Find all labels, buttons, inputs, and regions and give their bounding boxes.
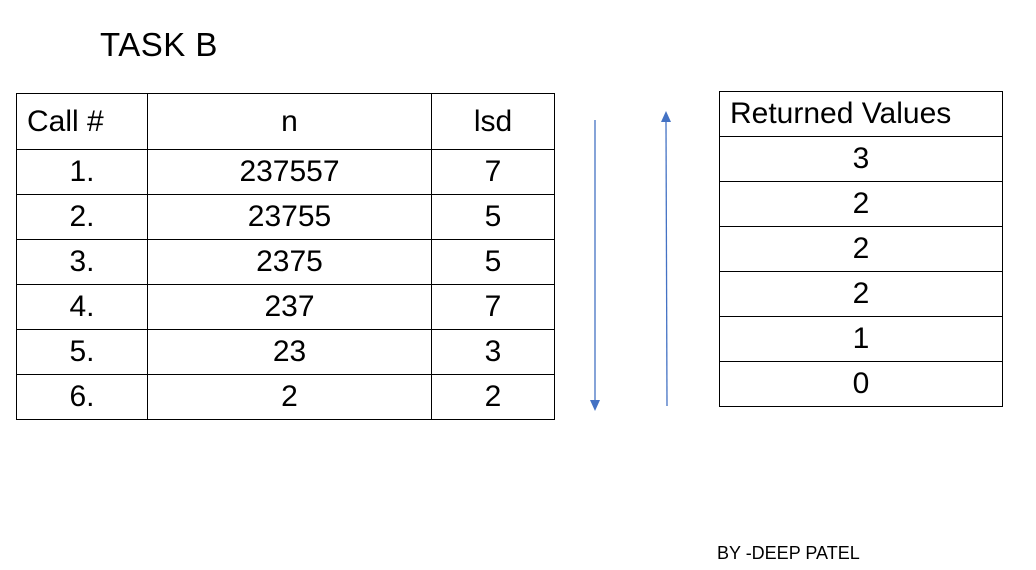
lsd-cell: 5	[431, 239, 555, 285]
recursion-calls-table: Call # n lsd 1. 237557 7 2. 23755 5 3. 2…	[16, 93, 555, 420]
n-cell: 237557	[147, 149, 432, 195]
n-cell: 2	[147, 374, 432, 420]
table-row: 3	[719, 136, 1003, 182]
returned-value-cell: 2	[719, 226, 1003, 272]
call-number-cell: 2.	[16, 194, 148, 240]
call-number-cell: 6.	[16, 374, 148, 420]
header-n: n	[147, 93, 432, 150]
table-row: 5. 23 3	[16, 329, 555, 375]
call-number-cell: 1.	[16, 149, 148, 195]
table-row: 1	[719, 316, 1003, 362]
call-number-cell: 4.	[16, 284, 148, 330]
lsd-cell: 3	[431, 329, 555, 375]
n-cell: 23	[147, 329, 432, 375]
author-credit: BY -DEEP PATEL	[717, 543, 860, 563]
n-cell: 23755	[147, 194, 432, 240]
returned-header-row: Returned Values	[719, 91, 1003, 137]
header-returned-values: Returned Values	[719, 91, 1003, 137]
up-arrow-icon	[661, 111, 671, 407]
table-row: 3. 2375 5	[16, 239, 555, 285]
returned-value-cell: 2	[719, 181, 1003, 227]
header-call-number: Call #	[16, 93, 148, 150]
table-row: 0	[719, 361, 1003, 407]
lsd-cell: 2	[431, 374, 555, 420]
n-cell: 237	[147, 284, 432, 330]
down-arrow-icon	[590, 120, 600, 411]
returned-value-cell: 1	[719, 316, 1003, 362]
lsd-cell: 7	[431, 149, 555, 195]
table-row: 2	[719, 181, 1003, 227]
lsd-cell: 7	[431, 284, 555, 330]
returned-value-cell: 3	[719, 136, 1003, 182]
call-number-cell: 3.	[16, 239, 148, 285]
page-title: TASK B	[100, 26, 218, 63]
returned-values-table: Returned Values 3 2 2 2 1 0	[719, 91, 1003, 407]
returned-value-cell: 2	[719, 271, 1003, 317]
table-row: 2	[719, 226, 1003, 272]
returned-value-cell: 0	[719, 361, 1003, 407]
call-number-cell: 5.	[16, 329, 148, 375]
table-row: 2. 23755 5	[16, 194, 555, 240]
call-return-arrows	[590, 111, 671, 411]
n-cell: 2375	[147, 239, 432, 285]
table-row: 6. 2 2	[16, 374, 555, 420]
lsd-cell: 5	[431, 194, 555, 240]
table-row: 1. 237557 7	[16, 149, 555, 195]
calls-header-row: Call # n lsd	[16, 93, 555, 150]
table-row: 2	[719, 271, 1003, 317]
table-row: 4. 237 7	[16, 284, 555, 330]
header-lsd: lsd	[431, 93, 555, 150]
